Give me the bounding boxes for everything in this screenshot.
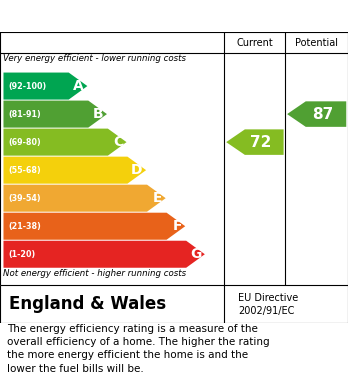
- Text: (39-54): (39-54): [9, 194, 41, 203]
- Text: Not energy efficient - higher running costs: Not energy efficient - higher running co…: [3, 269, 187, 278]
- Polygon shape: [3, 213, 185, 240]
- Text: B: B: [93, 107, 103, 121]
- Text: A: A: [73, 79, 84, 93]
- Text: (55-68): (55-68): [9, 166, 41, 175]
- Text: D: D: [131, 163, 143, 177]
- Text: C: C: [113, 135, 123, 149]
- Polygon shape: [3, 100, 107, 127]
- Text: Energy Efficiency Rating: Energy Efficiency Rating: [9, 9, 230, 24]
- Text: (21-38): (21-38): [9, 222, 41, 231]
- Text: (81-91): (81-91): [9, 109, 41, 118]
- Text: F: F: [172, 219, 182, 233]
- Text: The energy efficiency rating is a measure of the
overall efficiency of a home. T: The energy efficiency rating is a measur…: [7, 324, 270, 373]
- Text: Very energy efficient - lower running costs: Very energy efficient - lower running co…: [3, 54, 187, 63]
- Polygon shape: [3, 73, 87, 100]
- Text: 2002/91/EC: 2002/91/EC: [238, 306, 295, 316]
- Polygon shape: [226, 129, 284, 155]
- Polygon shape: [3, 185, 166, 212]
- Text: (69-80): (69-80): [9, 138, 41, 147]
- Text: England & Wales: England & Wales: [9, 294, 166, 313]
- Polygon shape: [3, 157, 146, 184]
- Text: Current: Current: [237, 38, 273, 48]
- Text: E: E: [153, 191, 162, 205]
- Text: G: G: [190, 247, 201, 261]
- Polygon shape: [3, 129, 127, 156]
- Polygon shape: [287, 101, 346, 127]
- Text: 72: 72: [250, 135, 271, 150]
- Text: (92-100): (92-100): [9, 82, 47, 91]
- Text: EU Directive: EU Directive: [238, 293, 299, 303]
- Text: Potential: Potential: [295, 38, 338, 48]
- Text: 87: 87: [312, 107, 333, 122]
- Text: (1-20): (1-20): [9, 250, 36, 259]
- Polygon shape: [3, 241, 205, 268]
